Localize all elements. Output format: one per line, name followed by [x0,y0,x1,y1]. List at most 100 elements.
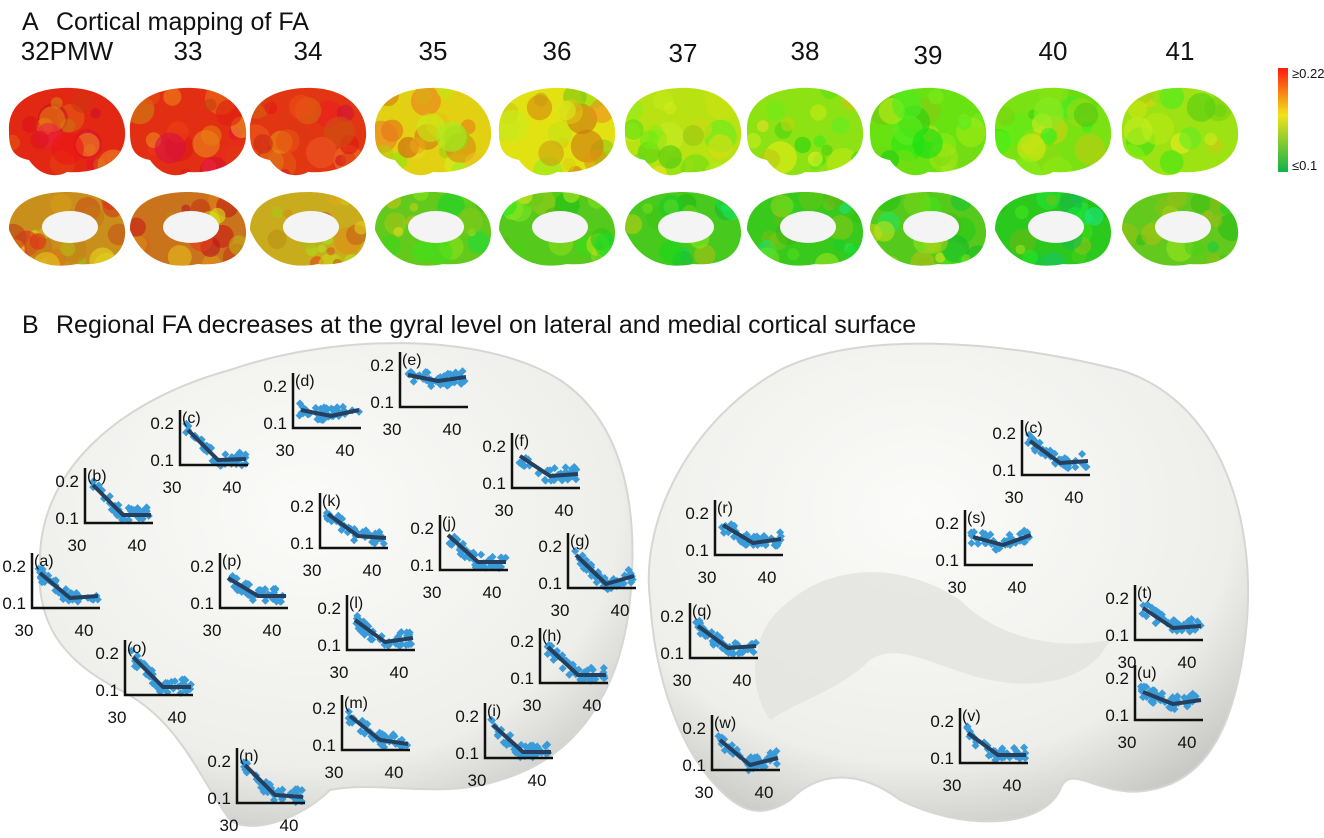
patch [32,251,61,266]
texture [8,91,126,176]
axes [538,628,608,685]
scatter-point [129,506,138,515]
plot-label: (c) [182,410,201,427]
patch [1199,260,1212,266]
x-tick-label: 40 [733,671,752,690]
trend-line [300,408,360,418]
trend-line [131,655,191,689]
plot-label: (s) [967,510,986,527]
age-label: 32PMW [21,36,114,66]
patch [1001,251,1015,266]
patch [1207,241,1219,253]
mini-plot: 0.2 0.1 30 40 (j) [410,515,510,602]
scatter-point [269,585,278,594]
scatter-point [773,541,782,550]
patch [814,252,840,266]
patch [374,120,398,154]
scatter-point [501,553,510,562]
mini-plot: 0.2 0.1 30 40 (u) [1105,665,1203,752]
patch [950,192,972,211]
patch [409,202,419,212]
x-tick-label: 40 [555,501,574,520]
axes [566,533,636,590]
patch [828,215,854,241]
y-tick-label: 0.2 [455,707,479,726]
axes [710,715,780,772]
mini-plot: 0.2 0.1 30 40 (i) [455,703,553,790]
patch [658,145,682,169]
scatter-point [488,552,497,561]
axes [83,468,153,525]
patch [51,132,84,165]
patch [8,134,20,151]
patch [807,151,823,167]
x-tick-label: 30 [468,771,487,790]
x-tick-label: 40 [583,696,602,715]
patch [892,89,923,120]
x-tick-label: 30 [303,561,322,580]
scatter-point [443,381,452,390]
plot-label: (m) [344,695,368,712]
x-tick-label: 30 [15,621,34,640]
mini-plot: 0.2 0.1 30 40 (m) [312,695,412,782]
trend-line [326,512,387,540]
patch [261,97,273,109]
x-tick-label: 40 [223,478,242,497]
trend-line [721,523,782,545]
patch [30,130,49,150]
scatter-point [178,675,187,684]
axes [123,640,193,697]
trend-line [353,618,414,644]
y-tick-label: 0.1 [510,669,534,688]
axes [958,708,1028,765]
mini-plot: 0.2 0.1 30 40 (s) [935,510,1034,597]
scatter-point [356,727,365,736]
trend-line [1141,606,1202,630]
patch [659,239,683,264]
scatter-point [749,648,758,657]
callosum [658,211,714,243]
scatter-point [1139,693,1148,702]
patch [562,157,576,171]
patch [755,196,765,206]
axes [510,433,580,490]
plot-label: (t) [1137,585,1152,602]
patch [1226,92,1237,103]
scatter-point [291,785,300,794]
y-tick-label: 0.1 [482,474,506,493]
mini-plot: 0.2 0.1 30 40 (h) [510,628,609,715]
y-tick-label: 0.1 [95,681,119,700]
patch [376,87,400,107]
scatter-point [714,732,723,741]
patch [374,144,394,164]
patch [409,137,426,154]
age-label: 34 [294,36,323,66]
patch [770,194,794,218]
scatter-point [731,638,740,647]
callosum [1028,211,1084,243]
patch [639,130,659,150]
patch [427,239,453,266]
patch [279,169,291,176]
scatter-point [752,532,761,541]
x-tick-label: 30 [551,601,570,620]
patch [798,192,824,211]
y-tick-label: 0.2 [312,699,336,718]
scatter-point [297,786,306,795]
patch [746,132,762,149]
scatter-point [1150,686,1159,695]
y-tick-label: 0.2 [95,644,119,663]
axes [438,515,508,572]
patch [29,233,47,250]
y-tick-label: 0.2 [538,537,562,556]
patch [516,192,533,205]
patch [288,94,314,120]
scatter-point [567,464,576,473]
patch [130,192,152,205]
medial-wall [755,572,1110,720]
y-tick-label: 0.1 [1105,706,1129,725]
scatter-point [496,553,505,562]
panel-label: A [22,8,39,36]
patch [9,223,27,251]
x-tick-label: 40 [385,763,404,782]
